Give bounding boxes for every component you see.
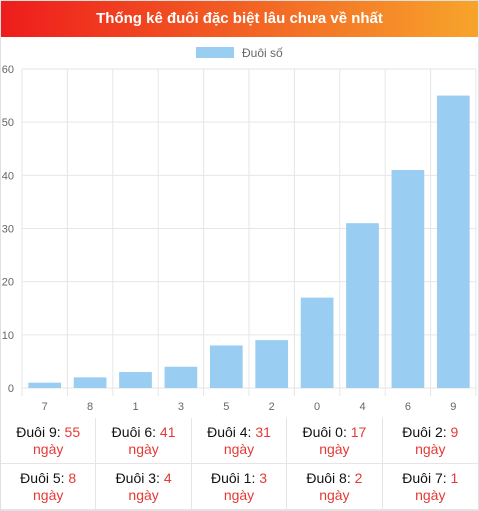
stat-label: Đuôi 4: bbox=[207, 424, 252, 440]
x-tick-label: 3 bbox=[178, 401, 184, 413]
stat-label: Đuôi 0: bbox=[302, 424, 347, 440]
bar bbox=[73, 377, 107, 388]
bar bbox=[436, 95, 470, 389]
stat-cell: Đuôi 0: 17 ngày bbox=[287, 418, 383, 464]
legend-swatch bbox=[196, 47, 234, 58]
stat-cell: Đuôi 7: 1 ngày bbox=[382, 464, 478, 510]
stat-unit: ngày bbox=[128, 487, 159, 503]
stat-cell: Đuôi 5: 8 ngày bbox=[1, 464, 97, 510]
stat-label: Đuôi 2: bbox=[402, 424, 447, 440]
stat-value: 55 bbox=[64, 424, 81, 440]
stat-value: 41 bbox=[159, 424, 176, 440]
stat-label: Đuôi 8: bbox=[306, 470, 351, 486]
x-tick-label: 2 bbox=[269, 401, 275, 413]
bar bbox=[391, 170, 425, 388]
stat-label: Đuôi 9: bbox=[16, 424, 61, 440]
stat-value: 17 bbox=[350, 424, 367, 440]
x-tick-label: 5 bbox=[223, 401, 229, 413]
stat-unit: ngày bbox=[223, 487, 255, 503]
bar bbox=[209, 345, 243, 388]
stat-unit: ngày bbox=[319, 441, 350, 457]
stat-cell: Đuôi 2: 9 ngày bbox=[382, 418, 478, 464]
legend-label: Đuôi số bbox=[242, 46, 283, 60]
stat-cell: Đuôi 4: 31 ngày bbox=[191, 418, 288, 464]
y-tick-label: 0 bbox=[8, 383, 14, 395]
stat-label: Đuôi 3: bbox=[115, 470, 160, 486]
bar bbox=[28, 382, 62, 388]
stat-cell: Đuôi 8: 2 ngày bbox=[287, 464, 383, 510]
x-tick-label: 9 bbox=[450, 401, 456, 413]
stat-value: 3 bbox=[259, 470, 268, 486]
bar bbox=[119, 372, 152, 388]
y-tick-label: 10 bbox=[2, 330, 14, 342]
stat-unit: ngày bbox=[33, 441, 64, 457]
stat-unit: ngày bbox=[223, 441, 255, 457]
stat-label: Đuôi 1: bbox=[210, 470, 256, 486]
stat-label: Đuôi 5: bbox=[20, 470, 65, 486]
stat-label: Đuôi 7: bbox=[402, 470, 447, 486]
bar bbox=[346, 223, 379, 388]
chart-area: 0 10 20 30 40 50 60 7 8 1 3 5 2 0 4 6 9 Đuôi số bbox=[1, 37, 478, 417]
stat-value: 2 bbox=[354, 470, 363, 486]
stat-cell: Đuôi 6: 41 ngày bbox=[96, 418, 192, 464]
stat-value: 31 bbox=[255, 424, 271, 440]
y-tick-label: 30 bbox=[2, 224, 14, 236]
x-tick-label: 8 bbox=[87, 401, 93, 413]
stat-value: 9 bbox=[450, 424, 459, 440]
stat-unit: ngày bbox=[319, 487, 350, 503]
stat-cell: Đuôi 9: 55 ngày bbox=[1, 418, 97, 464]
stat-unit: ngày bbox=[33, 487, 64, 503]
stat-value: 8 bbox=[68, 470, 77, 486]
stats-grid: Đuôi 9: 55 ngày Đuôi 6: 41 ngày Đuôi 4: 31… bbox=[1, 418, 478, 510]
bar bbox=[300, 297, 334, 388]
bar bbox=[255, 340, 289, 388]
stat-value: 1 bbox=[450, 470, 459, 486]
x-tick-label: 1 bbox=[132, 401, 138, 413]
stat-label: Đuôi 6: bbox=[111, 424, 157, 440]
x-tick-label: 0 bbox=[314, 401, 320, 413]
y-tick-label: 50 bbox=[2, 117, 14, 129]
bar bbox=[164, 366, 198, 388]
stat-unit: ngày bbox=[415, 487, 446, 503]
y-tick-label: 40 bbox=[2, 170, 14, 182]
y-tick-label: 60 bbox=[2, 64, 14, 76]
y-tick-label: 20 bbox=[2, 277, 14, 289]
x-tick-label: 4 bbox=[359, 401, 365, 413]
stat-value: 4 bbox=[163, 470, 172, 486]
stat-cell: Đuôi 3: 4 ngày bbox=[96, 464, 192, 510]
page-title: Thống kê đuôi đặc biệt lâu chưa về nhất bbox=[1, 1, 478, 37]
stat-cell: Đuôi 1: 3 ngày bbox=[191, 464, 288, 510]
x-tick-label: 6 bbox=[405, 401, 411, 413]
stat-unit: ngày bbox=[128, 441, 159, 457]
stat-unit: ngày bbox=[415, 441, 446, 457]
x-tick-label: 7 bbox=[42, 401, 48, 413]
